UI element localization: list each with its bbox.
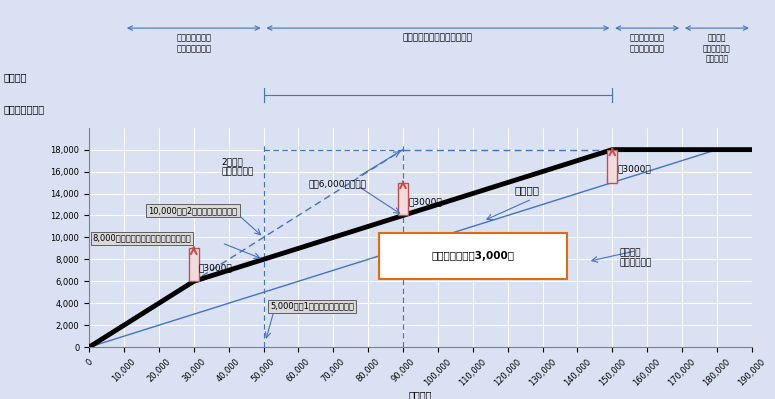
Text: 自己負担: 自己負担 (4, 72, 27, 82)
Text: 配慮措置
対象外（負担
増加なし）: 配慮措置 対象外（負担 増加なし） (703, 34, 731, 63)
Text: 5,000円（1割負担時の負担額）: 5,000円（1割負担時の負担額） (270, 302, 354, 311)
X-axis label: 総医療費: 総医療費 (408, 390, 432, 399)
FancyBboxPatch shape (379, 233, 567, 279)
Text: 一割負担
（一般区分）: 一割負担 （一般区分） (619, 248, 652, 268)
Text: （外来上限額）: （外来上限額） (4, 104, 45, 114)
Text: 10,000円（2割負担時の負担額）: 10,000円（2割負担時の負担額） (149, 206, 237, 215)
Text: ＋3000円: ＋3000円 (408, 198, 442, 207)
Text: 配慮措置対象外
（負担増加小）: 配慮措置対象外 （負担増加小） (629, 34, 665, 53)
Text: 配慮措置対象（負担増加大）: 配慮措置対象（負担増加大） (403, 34, 473, 43)
Text: 2割負担
（一般区分）: 2割負担 （一般区分） (222, 157, 254, 177)
Bar (398, 183, 408, 215)
Text: 配慮措置: 配慮措置 (515, 186, 539, 196)
Text: ＋3000円: ＋3000円 (618, 164, 651, 174)
Bar (188, 248, 199, 281)
Text: 負担増は最大で3,000円: 負担増は最大で3,000円 (431, 251, 515, 261)
Text: ＋3000円: ＋3000円 (199, 263, 232, 273)
Text: 最大6,000円の軽減: 最大6,000円の軽減 (308, 179, 367, 188)
Bar (607, 150, 618, 183)
Text: 8,000円（配慮措置を適用した負担額）: 8,000円（配慮措置を適用した負担額） (93, 234, 191, 243)
Text: 配慮措置対象外
（負担増加小）: 配慮措置対象外 （負担増加小） (176, 34, 212, 53)
